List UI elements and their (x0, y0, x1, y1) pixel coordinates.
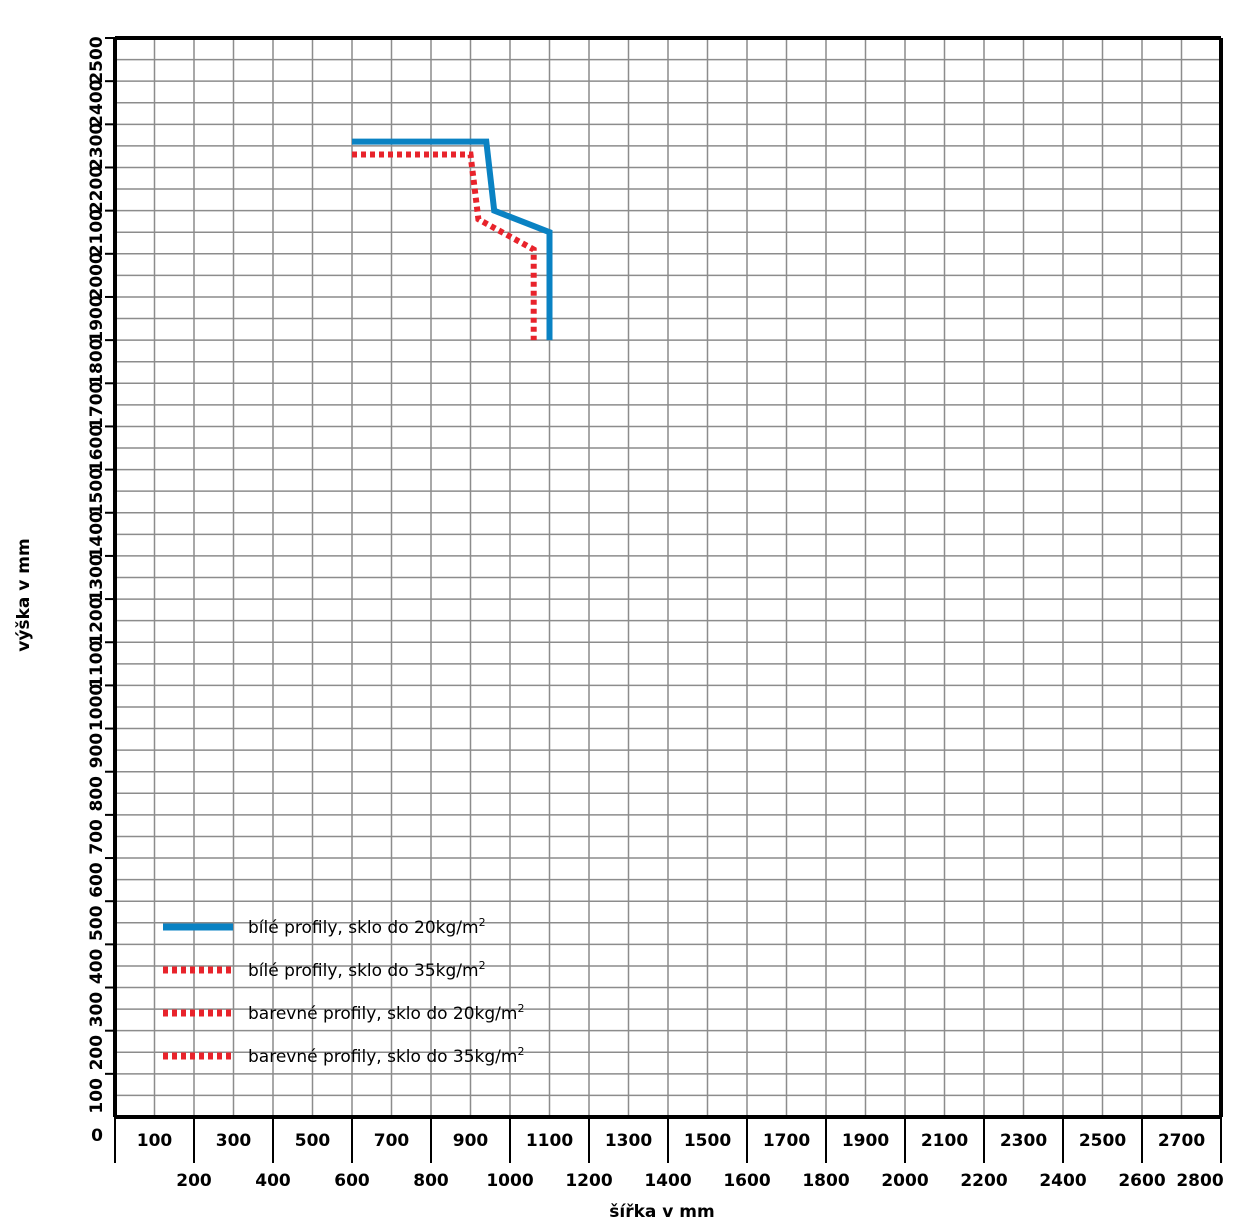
x-tick-label-lower: 800 (413, 1171, 449, 1191)
x-tick-label-lower: 1000 (486, 1171, 533, 1191)
y-tick-label: 1900 (87, 295, 107, 342)
y-tick-label: 1300 (87, 554, 107, 601)
grid (115, 38, 1221, 1117)
series-layer (352, 142, 550, 341)
x-tick-label-upper: 1500 (684, 1131, 731, 1151)
x-tick-label-lower: 1600 (723, 1171, 770, 1191)
y-tick-label: 2400 (87, 79, 107, 126)
legend-label-2: bílé profily, sklo do 35kg/m2 (248, 959, 486, 981)
y-tick-label: 2200 (87, 166, 107, 213)
y-tick-label: 900 (87, 733, 107, 769)
x-tick-label-upper: 2500 (1079, 1131, 1126, 1151)
x-tick-label-lower: 2200 (960, 1171, 1007, 1191)
y-tick-label: 1400 (87, 511, 107, 558)
y-tick-label: 800 (87, 776, 107, 812)
x-tick-label-upper: 2100 (921, 1131, 968, 1151)
x-tick-label-lower: 1200 (565, 1171, 612, 1191)
legend-label-4: barevné profily, sklo do 35kg/m2 (248, 1045, 524, 1067)
x-tick-label-lower: 200 (176, 1171, 212, 1191)
x-tick-label-lower: 2000 (881, 1171, 928, 1191)
x-axis-title: šířka v mm (609, 1202, 714, 1222)
x-tick-label-upper: 1300 (605, 1131, 652, 1151)
y-tick-label: 1200 (87, 597, 107, 644)
y-tick-label: 1100 (87, 640, 107, 687)
y-tick-label: 1000 (87, 684, 107, 731)
x-tick-label-upper: 700 (374, 1131, 410, 1151)
legend-label-superscript: 2 (479, 959, 486, 972)
x-tick-label-lower: 1400 (644, 1171, 691, 1191)
y-tick-label: 200 (87, 1035, 107, 1071)
legend-label-superscript: 2 (479, 916, 486, 929)
y-tick-label: 1500 (87, 468, 107, 515)
y-tick-label: 1700 (87, 381, 107, 428)
x-tick-label-upper: 1700 (763, 1131, 810, 1151)
x-tick-label-lower: 400 (255, 1171, 291, 1191)
x-tick-label-lower: 2400 (1039, 1171, 1086, 1191)
y-tick-label: 2100 (87, 209, 107, 256)
y-axis-title: výška v mm (14, 538, 34, 651)
origin-label: 0 (91, 1126, 103, 1146)
y-tick-label: 500 (87, 905, 107, 941)
y-tick-label: 300 (87, 992, 107, 1028)
series-line-1 (352, 142, 550, 341)
x-tick-label-lower: 1800 (802, 1171, 849, 1191)
y-tick-label: 700 (87, 819, 107, 855)
series-line-2 (352, 155, 534, 341)
x-tick-label-lower: 2600 (1118, 1171, 1165, 1191)
x-tick-label-upper: 2300 (1000, 1131, 1047, 1151)
legend-label-1: bílé profily, sklo do 20kg/m2 (248, 916, 486, 938)
y-tick-label: 400 (87, 948, 107, 984)
x-tick-label-upper: 1900 (842, 1131, 889, 1151)
y-tick-label: 2000 (87, 252, 107, 299)
x-tick-label-lower: 600 (334, 1171, 370, 1191)
y-tick-label: 2300 (87, 122, 107, 169)
x-tick-label-upper: 300 (216, 1131, 252, 1151)
x-tick-label-upper: 500 (295, 1131, 331, 1151)
legend-label-3: barevné profily, sklo do 20kg/m2 (248, 1002, 524, 1024)
y-tick-label: 100 (87, 1078, 107, 1114)
legend-label-superscript: 2 (517, 1002, 524, 1015)
x-tick-label-upper: 1100 (526, 1131, 573, 1151)
x-tick-label-upper: 100 (137, 1131, 173, 1151)
legend-label-superscript: 2 (517, 1045, 524, 1058)
y-tick-label: 600 (87, 862, 107, 898)
x-tick-label-upper: 2700 (1158, 1131, 1205, 1151)
y-tick-label: 1800 (87, 338, 107, 385)
x-tick-label-upper: 900 (453, 1131, 489, 1151)
y-tick-label: 2500 (87, 36, 107, 83)
x-tick-label-lower: 2800 (1176, 1171, 1223, 1191)
y-tick-label: 1600 (87, 425, 107, 472)
